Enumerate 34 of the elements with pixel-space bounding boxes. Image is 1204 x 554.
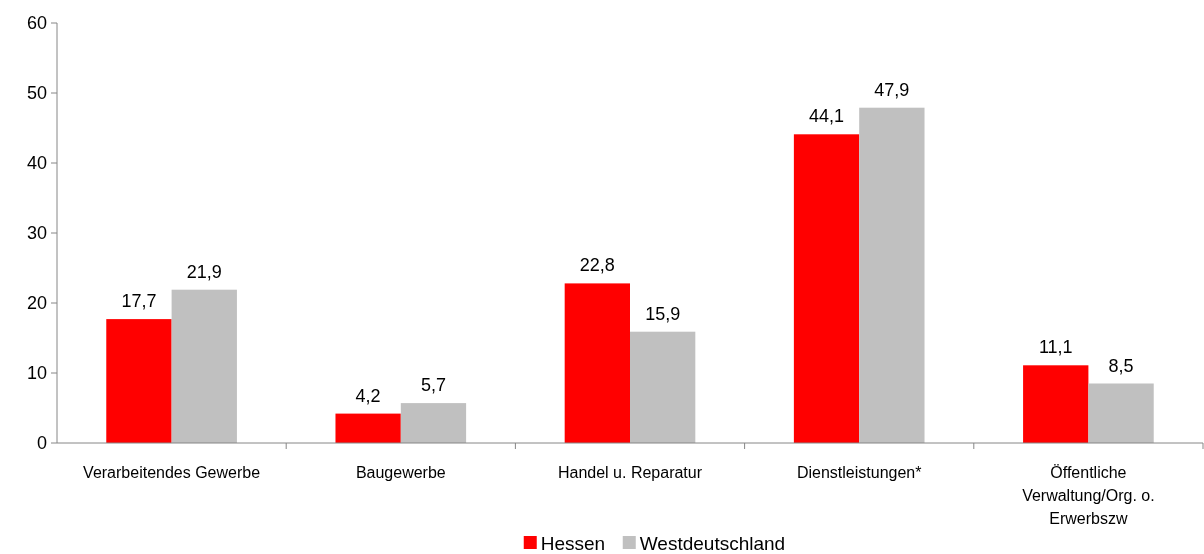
y-tick-label: 50 bbox=[26, 83, 47, 104]
legend-label: Hessen bbox=[540, 532, 606, 554]
bar bbox=[171, 289, 237, 443]
bar bbox=[400, 403, 467, 443]
x-tick-label: Baugewerbe bbox=[355, 464, 446, 481]
data-label: 8,5 bbox=[1108, 355, 1134, 376]
bar bbox=[1023, 365, 1089, 443]
bar bbox=[793, 134, 860, 443]
x-tick-label: Öffentliche Verwaltung/Org. o. Erwerbszw bbox=[1022, 464, 1155, 527]
data-label: 17,7 bbox=[121, 291, 157, 312]
data-label: 44,1 bbox=[809, 106, 845, 127]
bar bbox=[564, 283, 630, 443]
data-label: 5,7 bbox=[420, 375, 446, 396]
y-tick-label: 60 bbox=[26, 13, 47, 34]
y-tick-label: 40 bbox=[26, 153, 47, 174]
data-label: 22,8 bbox=[579, 255, 615, 276]
y-tick-label: 30 bbox=[26, 223, 47, 244]
y-tick-label: 10 bbox=[26, 363, 47, 384]
data-label: 4,2 bbox=[355, 385, 381, 406]
bar bbox=[106, 319, 172, 443]
x-tick-label: Verarbeitendes Gewerbe bbox=[83, 464, 261, 481]
y-tick-label: 0 bbox=[36, 433, 47, 454]
x-tick-label: Dienstleistungen* bbox=[796, 464, 922, 481]
legend-label: Westdeutschland bbox=[639, 532, 786, 554]
bar bbox=[1088, 383, 1154, 443]
bar bbox=[859, 107, 925, 443]
data-label: 21,9 bbox=[186, 261, 222, 282]
y-tick-label: 20 bbox=[26, 293, 47, 314]
bar bbox=[335, 413, 401, 443]
data-label: 11,1 bbox=[1038, 337, 1073, 358]
data-label: 15,9 bbox=[645, 303, 681, 324]
bar bbox=[630, 331, 696, 443]
data-label: 47,9 bbox=[874, 79, 910, 100]
x-tick-label: Handel u. Reparatur bbox=[557, 464, 703, 481]
